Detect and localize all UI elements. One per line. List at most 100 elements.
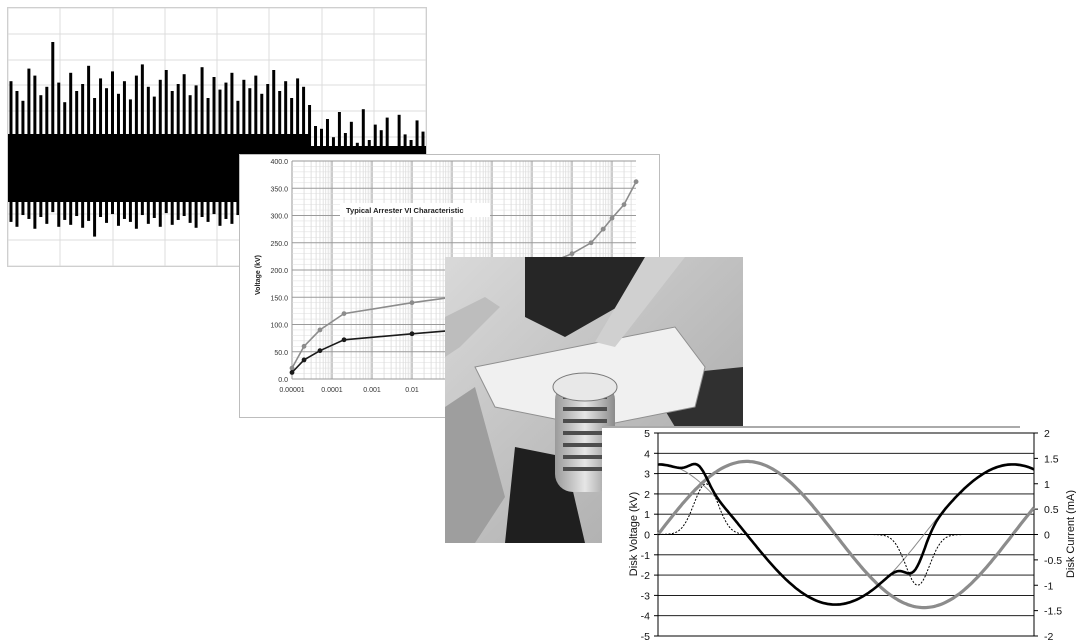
y-tick-label: -1 (641, 550, 650, 562)
y-tick-label: 0 (644, 530, 650, 542)
y-tick-label: 4 (644, 448, 650, 460)
noise-spike (116, 93, 120, 226)
data-point (301, 343, 307, 349)
y-tick-label: 1 (644, 509, 650, 521)
noise-spike (122, 81, 126, 219)
noise-spike (254, 75, 258, 217)
data-point (588, 240, 594, 246)
y-tick-label: -4 (641, 611, 650, 623)
noise-spike (176, 84, 180, 220)
noise-spike (128, 99, 132, 222)
noise-spike (51, 42, 55, 213)
series-line (291, 326, 493, 374)
y-axis-label: Disk Voltage (kV) (628, 492, 640, 576)
noise-spike (200, 67, 204, 217)
y-tick-label: 100.0 (270, 323, 288, 330)
chart-title: Typical Arrester VI Characteristic (346, 206, 464, 215)
y-tick-label: 5 (644, 428, 650, 440)
noise-spike (206, 98, 210, 222)
noise-spike (146, 86, 150, 224)
title-background (340, 203, 490, 217)
x-tick-label: 0.01 (405, 387, 419, 394)
y2-tick-label: -0.5 (1044, 555, 1062, 567)
data-point (317, 348, 323, 354)
noise-spike (164, 70, 168, 214)
noise-spike (194, 85, 198, 228)
x-tick-label: 0.00001 (279, 387, 304, 394)
x-tick-label: 0.001 (363, 387, 381, 394)
noise-spike (45, 86, 49, 224)
noise-spike (57, 82, 61, 227)
y-tick-label: -5 (641, 631, 650, 642)
noise-spike (152, 96, 156, 218)
y2-tick-label: -1 (1044, 580, 1053, 592)
noise-spike (105, 88, 109, 223)
data-point (621, 202, 627, 207)
data-point (633, 179, 639, 185)
noise-spike (302, 86, 306, 220)
data-point (289, 370, 295, 375)
y-tick-label: 300.0 (270, 214, 288, 221)
noise-spike (27, 68, 31, 219)
noise-spike (99, 78, 103, 218)
noise-spike (134, 75, 138, 229)
y2-tick-label: -1.5 (1044, 606, 1062, 618)
data-point (289, 365, 295, 371)
noise-spike (81, 84, 85, 228)
y-tick-label: 3 (644, 469, 650, 481)
series-applied-voltage (656, 459, 1036, 610)
noise-spike (212, 77, 216, 215)
y-tick-label: 0.0 (278, 377, 288, 384)
noise-spike (39, 95, 43, 217)
x-tick-label: 0.0001 (321, 387, 343, 394)
series-disk-current (658, 483, 1034, 586)
noise-spike (182, 74, 186, 217)
noise-spike (75, 91, 79, 217)
disk-chart-panel: 5 4 3 2 1 0 -1 -2 -3 -4 -5 2 1.5 1 0.5 0 -0.5 -1 -1.5 -2 Dis… (602, 426, 1076, 642)
data-point (409, 300, 415, 306)
y2-tick-label: 1 (1044, 479, 1050, 491)
noise-spike (33, 75, 37, 229)
data-point (341, 337, 347, 343)
y-tick-label: -2 (641, 570, 650, 582)
noise-spike (93, 98, 97, 237)
disk-chart: 543210-1-2-3-4-521.510.50-0.5-1-1.5-2Dis… (602, 426, 1076, 642)
arrester-clamp-image (445, 257, 743, 543)
noise-spike (69, 72, 73, 225)
y-tick-label: 250.0 (270, 241, 288, 248)
noise-spike (266, 84, 270, 214)
data-point (409, 331, 415, 337)
y2-axis-label: Disk Current (mA) (1065, 490, 1076, 578)
y-tick-label: -3 (641, 590, 650, 602)
noise-spike (63, 102, 67, 220)
y-tick-label: 400.0 (270, 159, 288, 166)
y-axis-label: Voltage (kV) (255, 255, 262, 295)
data-point (301, 357, 307, 363)
noise-spike (140, 64, 144, 216)
noise-spike (15, 91, 19, 227)
noise-spike (337, 112, 341, 193)
noise-spike (242, 79, 246, 227)
noise-spike (21, 100, 25, 216)
series-disk-voltage (658, 462, 1035, 606)
y-tick-label: 350.0 (270, 186, 288, 193)
y-tick-label: 150.0 (270, 295, 288, 302)
noise-spike (224, 82, 228, 219)
noise-spike (272, 70, 276, 222)
noise-spike (236, 100, 240, 216)
noise-spike (218, 89, 222, 226)
y2-tick-label: -2 (1044, 631, 1053, 642)
noise-spike (188, 95, 192, 223)
data-point (609, 215, 615, 221)
noise-spike (158, 79, 162, 227)
y-tick-label: 200.0 (270, 268, 288, 275)
noise-spike (9, 81, 13, 222)
data-point (600, 226, 606, 232)
noise-spike (170, 91, 174, 225)
y2-tick-label: 1.5 (1044, 453, 1059, 465)
noise-spike (87, 65, 91, 221)
noise-spike (111, 71, 114, 215)
y-tick-label: 2 (644, 489, 650, 501)
data-point (341, 311, 347, 316)
noise-spike (296, 78, 300, 224)
